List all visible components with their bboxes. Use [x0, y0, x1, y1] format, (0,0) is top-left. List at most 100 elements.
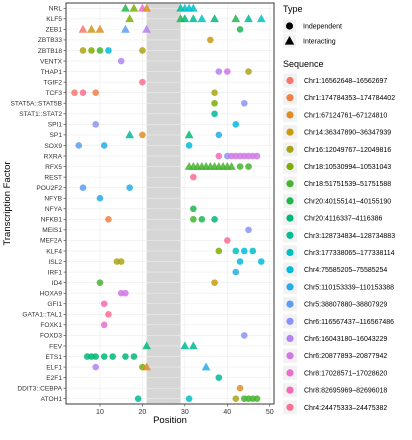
x-tick-label: 20	[139, 409, 147, 416]
sequence-legend-label: Chr4:75585205–75585254	[304, 267, 387, 274]
y-tick-label: FOXD3	[40, 333, 62, 340]
interacting-point	[142, 3, 152, 12]
y-tick-label: E2F1	[46, 375, 62, 382]
independent-point	[215, 374, 223, 381]
independent-point	[211, 99, 218, 107]
interacting-point	[256, 14, 266, 23]
independent-point	[71, 89, 78, 96]
legend-swatch	[286, 180, 294, 188]
y-tick-label: ELF1	[46, 364, 62, 371]
interacting-point	[142, 362, 152, 371]
independent-point	[117, 258, 125, 265]
y-tick-label: SOX9	[44, 143, 62, 150]
independent-point	[240, 247, 248, 255]
independent-point	[232, 247, 240, 255]
interacting-point	[78, 24, 88, 33]
data-points	[71, 3, 266, 403]
independent-point	[190, 205, 197, 213]
independent-point	[236, 163, 244, 170]
independent-point	[134, 395, 142, 403]
independent-point	[190, 216, 197, 223]
x-tick-label: 40	[223, 409, 231, 416]
y-tick-label: FOXK1	[40, 322, 62, 329]
x-tick-label: 10	[96, 409, 104, 416]
y-tick-label: VENTX	[40, 58, 63, 65]
legend-swatch	[286, 94, 294, 102]
sequence-legend-label: Chr3:128734834–128734883	[304, 233, 395, 240]
type-legend-label: Independent	[303, 24, 342, 31]
independent-point	[198, 216, 206, 223]
independent-point	[215, 152, 223, 160]
y-tick-label: NFYB	[44, 196, 62, 203]
y-tick-label: MEIS1	[42, 227, 62, 234]
legend-swatch	[286, 369, 294, 377]
independent-point	[122, 353, 129, 360]
independent-point	[100, 321, 108, 329]
independent-point	[92, 363, 100, 371]
y-tick-label: FEV	[49, 343, 62, 350]
legend-swatch	[286, 231, 294, 239]
interacting-point	[125, 130, 135, 139]
independent-point	[100, 353, 108, 360]
interacting-point	[180, 14, 190, 23]
y-tick-label: ZBTB18	[38, 48, 63, 55]
sequence-legend-label: Chr16:12049767–12049816	[304, 147, 391, 154]
sequence-legend-label: Chr18:10530994–10531043	[304, 164, 391, 171]
type-legend-label: Interacting	[303, 39, 336, 46]
y-tick-label: KLF5	[46, 16, 62, 23]
y-tick-label: TGIF2	[43, 79, 62, 86]
legend-swatch	[286, 386, 294, 394]
independent-point	[122, 289, 129, 297]
independent-point	[253, 152, 261, 160]
x-axis-title: Position	[153, 415, 187, 426]
independent-point	[190, 173, 197, 181]
sequence-legend-label: Chr3:177338065–177338114	[304, 250, 395, 257]
independent-point	[100, 142, 108, 149]
independent-point	[253, 395, 261, 403]
legend-swatch	[286, 76, 294, 85]
independent-point	[105, 311, 112, 318]
independent-point	[240, 332, 248, 339]
triangle-icon	[284, 36, 295, 45]
y-tick-label: ID4	[52, 280, 63, 287]
independent-point	[96, 47, 104, 54]
sequence-legend-label: Chr1:174784353–174784402	[304, 95, 395, 102]
independent-point	[100, 300, 108, 308]
sequence-legend-label: Chr8:82695969–82696018	[304, 388, 387, 395]
legend-swatch	[286, 266, 294, 274]
interacting-point	[180, 341, 190, 350]
sequence-legend-label: Chr1:67124761–67124810	[304, 112, 387, 119]
sequence-legend-label: Chr8:17028571–17028620	[304, 370, 387, 377]
interacting-point	[210, 14, 219, 23]
y-tick-label: REST	[44, 174, 62, 181]
independent-point	[211, 110, 218, 118]
sequence-legend-label: Chr5:110153339–110153388	[304, 284, 394, 291]
independent-point	[109, 353, 116, 360]
y-tick-label: ATOH1	[41, 396, 63, 403]
circle-icon	[285, 22, 294, 30]
y-tick-label: TCF3	[46, 90, 63, 97]
independent-point	[96, 194, 104, 202]
interacting-point	[188, 3, 198, 12]
interacting-point	[184, 130, 194, 139]
independent-point	[207, 36, 214, 44]
interacting-point	[244, 14, 253, 23]
interacting-point	[95, 24, 105, 33]
independent-point	[92, 89, 100, 96]
independent-point	[185, 395, 193, 403]
independent-point	[232, 121, 240, 128]
sequence-legend-label: Chr18:51751539–51751588	[304, 181, 391, 188]
sequence-legend: Sequence Chr1:16562648–16562697 Chr1:17478…	[283, 59, 395, 415]
interacting-point	[142, 24, 152, 33]
independent-point	[139, 47, 146, 54]
sequence-legend-label: Chr20:40155141–40155190	[304, 198, 391, 205]
legend-swatch	[286, 300, 294, 308]
interacting-point	[188, 14, 198, 23]
independent-point	[232, 395, 240, 403]
independent-point	[249, 247, 257, 255]
legend-swatch	[286, 283, 294, 291]
y-tick-label: NRL	[49, 6, 63, 13]
sequence-legend-title: Sequence	[283, 59, 324, 69]
sequence-legend-label: Chr20:4116337–4116386	[304, 216, 382, 223]
